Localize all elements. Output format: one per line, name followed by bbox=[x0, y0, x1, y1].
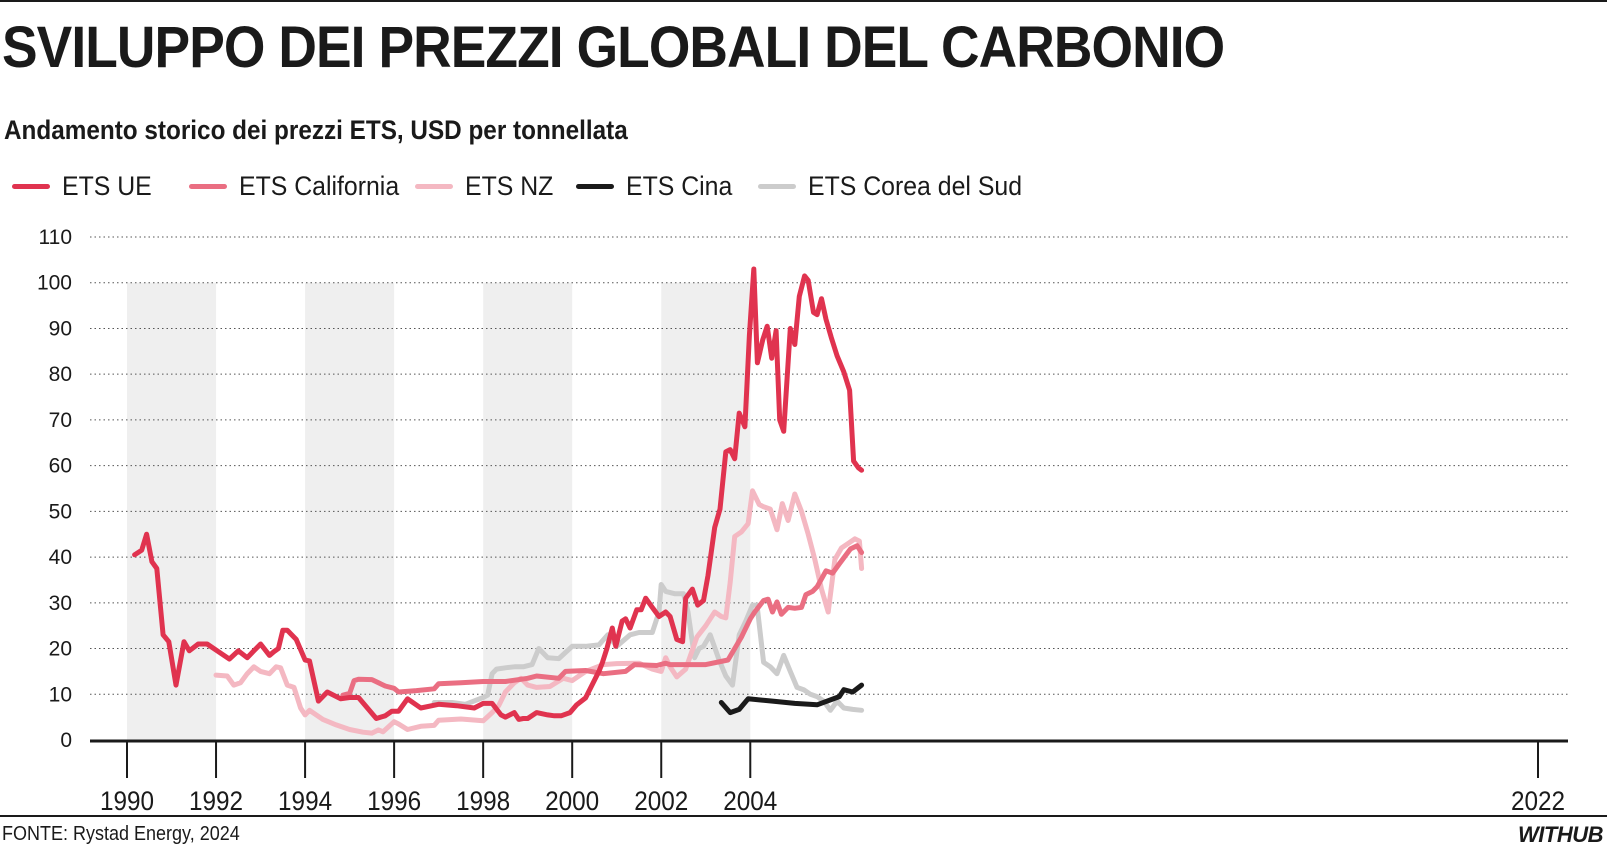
y-tick-label-110: 110 bbox=[39, 226, 72, 249]
legend-swatch-ets-nz bbox=[415, 183, 453, 189]
y-tick-label-10: 10 bbox=[49, 683, 72, 706]
x-tick-label-2002: 2002 bbox=[634, 787, 688, 815]
legend-label-ets-california: ETS California bbox=[239, 170, 400, 201]
top-rule bbox=[0, 0, 1607, 2]
shaded-band-1 bbox=[305, 282, 395, 740]
legend-label-ets-nz: ETS NZ bbox=[465, 170, 554, 201]
y-tick-label-40: 40 bbox=[49, 546, 72, 569]
legend-swatch-ets-corea-del-sud bbox=[758, 183, 796, 189]
x-tick-label-1992: 1992 bbox=[189, 787, 243, 815]
legend-item-ets-california[interactable]: ETS California bbox=[189, 166, 413, 206]
y-tick-label-80: 80 bbox=[49, 363, 72, 386]
series-lines bbox=[132, 266, 865, 736]
series-line-ets-nz bbox=[213, 488, 865, 736]
brand-logo: WITHUB bbox=[1518, 822, 1603, 847]
x-tick-label-2000: 2000 bbox=[545, 787, 599, 815]
chart-title: SVILUPPO DEI PREZZI GLOBALI DEL CARBONIO bbox=[2, 15, 1225, 80]
legend-item-ets-nz[interactable]: ETS NZ bbox=[415, 166, 561, 206]
legend-swatch-ets-cina bbox=[576, 183, 614, 189]
x-tick-label-2004: 2004 bbox=[723, 787, 777, 815]
y-tick-label-50: 50 bbox=[49, 500, 72, 523]
x-tick-label-1998: 1998 bbox=[456, 787, 510, 815]
y-axis-tick-labels: 0 10 20 30 40 50 60 70 80 90 100 110 bbox=[37, 226, 72, 752]
legend-swatch-ets-ue bbox=[12, 183, 50, 189]
x-tick-label-1996: 1996 bbox=[367, 787, 421, 815]
source-note: FONTE: Rystad Energy, 2024 bbox=[2, 823, 240, 845]
legend-swatch-ets-california bbox=[189, 183, 227, 189]
y-tick-label-0: 0 bbox=[60, 729, 72, 752]
legend-item-ets-cina[interactable]: ETS Cina bbox=[576, 166, 742, 206]
series-line-ets-california bbox=[340, 543, 865, 698]
y-tick-label-100: 100 bbox=[37, 272, 72, 295]
series-line-ets-ue bbox=[132, 266, 865, 722]
legend-item-ets-ue[interactable]: ETS UE bbox=[12, 166, 160, 206]
x-tick-label-1990: 1990 bbox=[100, 787, 154, 815]
x-axis-ticks: 1990 1992 1994 1996 1998 2000 2002 2004 2022 bbox=[100, 742, 1565, 815]
legend-label-ets-ue: ETS UE bbox=[62, 170, 152, 201]
x-tick-label-1994: 1994 bbox=[278, 787, 332, 815]
y-tick-label-70: 70 bbox=[49, 409, 72, 432]
series-line-ets-cina bbox=[718, 682, 865, 716]
chart-subtitle: Andamento storico dei prezzi ETS, USD pe… bbox=[4, 115, 628, 145]
legend: ETS UE ETS California ETS NZ ETS Cina ET… bbox=[12, 166, 1212, 206]
x-tick-label-2022: 2022 bbox=[1511, 787, 1565, 815]
legend-item-ets-corea-del-sud[interactable]: ETS Corea del Sud bbox=[758, 166, 1041, 206]
y-tick-label-20: 20 bbox=[49, 638, 72, 661]
footer-rule bbox=[0, 815, 1607, 817]
legend-label-ets-cina: ETS Cina bbox=[626, 170, 733, 201]
y-tick-label-30: 30 bbox=[49, 592, 72, 615]
legend-label-ets-corea-del-sud: ETS Corea del Sud bbox=[808, 170, 1023, 201]
y-tick-label-90: 90 bbox=[49, 317, 72, 340]
y-tick-label-60: 60 bbox=[49, 455, 72, 478]
